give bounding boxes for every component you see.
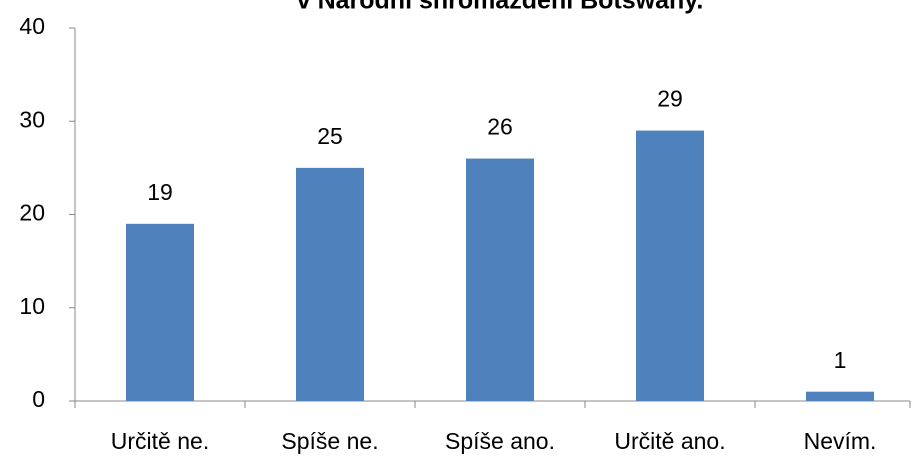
x-tick-label: Určitě ano.: [614, 428, 725, 454]
x-tick-label: Spíše ano.: [445, 428, 555, 454]
bar: [126, 223, 194, 401]
y-tick-label: 40: [19, 13, 45, 39]
y-tick-label: 20: [19, 200, 45, 226]
y-tick-label: 0: [32, 386, 45, 412]
bar: [466, 158, 534, 401]
x-tick-label: Nevím.: [804, 428, 877, 454]
chart-title: v Národní shromáždění Botswany.: [297, 0, 704, 15]
bar: [296, 167, 364, 401]
bar: [806, 391, 874, 401]
y-tick-label: 30: [19, 106, 45, 132]
data-label: 25: [317, 123, 343, 149]
y-tick-label: 10: [19, 293, 45, 319]
bar: [636, 130, 704, 401]
data-label: 19: [147, 179, 173, 205]
x-tick-label: Určitě ne.: [111, 428, 209, 454]
x-tick-label: Spíše ne.: [281, 428, 378, 454]
data-label: 1: [834, 347, 847, 373]
data-label: 26: [487, 114, 513, 140]
data-label: 29: [657, 86, 683, 112]
